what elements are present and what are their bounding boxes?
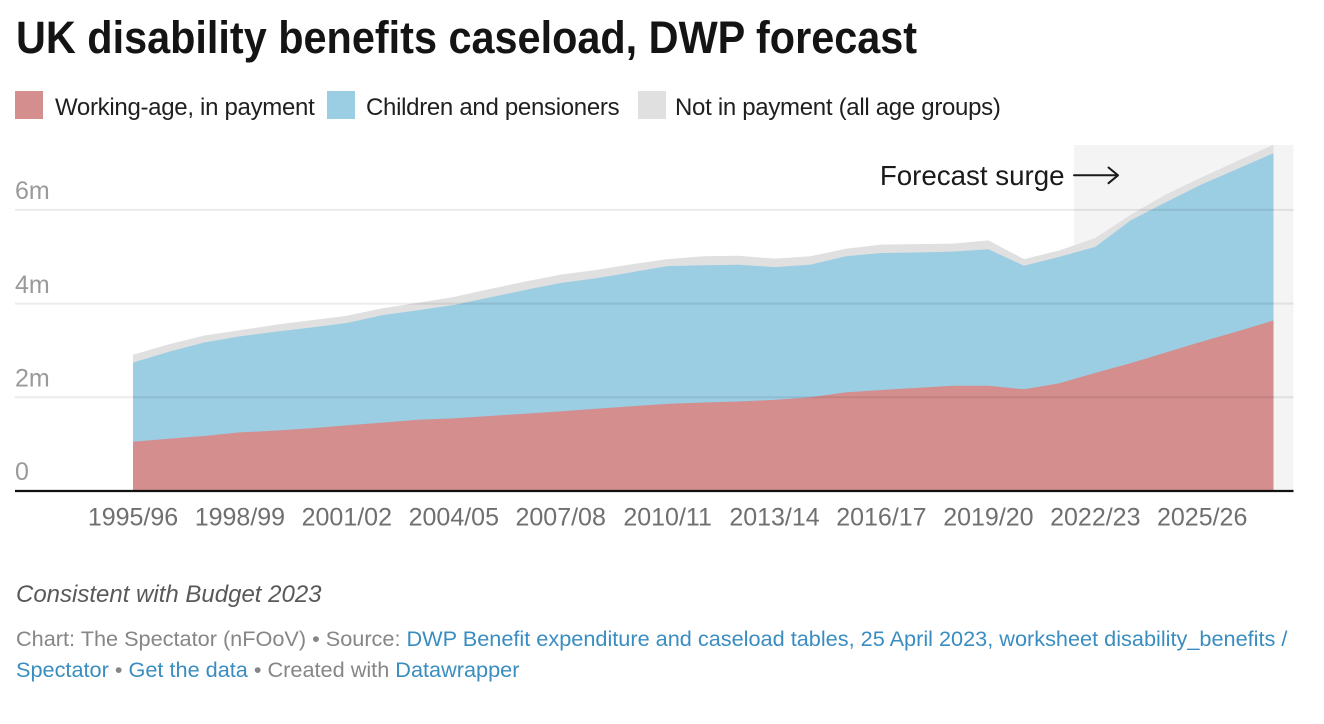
svg-text:1998/99: 1998/99	[195, 504, 285, 532]
svg-text:4m: 4m	[15, 271, 50, 299]
svg-text:2001/02: 2001/02	[302, 504, 392, 532]
svg-text:1995/96: 1995/96	[88, 504, 178, 532]
svg-text:2019/20: 2019/20	[943, 504, 1033, 532]
svg-text:2m: 2m	[15, 365, 50, 393]
svg-text:0: 0	[15, 458, 29, 486]
svg-text:Forecast surge: Forecast surge	[880, 160, 1065, 191]
svg-text:6m: 6m	[15, 177, 50, 205]
svg-text:2004/05: 2004/05	[409, 504, 499, 532]
svg-text:2013/14: 2013/14	[729, 504, 819, 532]
svg-text:2022/23: 2022/23	[1050, 504, 1140, 532]
svg-text:2025/26: 2025/26	[1157, 504, 1247, 532]
svg-text:2007/08: 2007/08	[516, 504, 606, 532]
svg-text:2016/17: 2016/17	[836, 504, 926, 532]
svg-text:2010/11: 2010/11	[623, 504, 712, 532]
